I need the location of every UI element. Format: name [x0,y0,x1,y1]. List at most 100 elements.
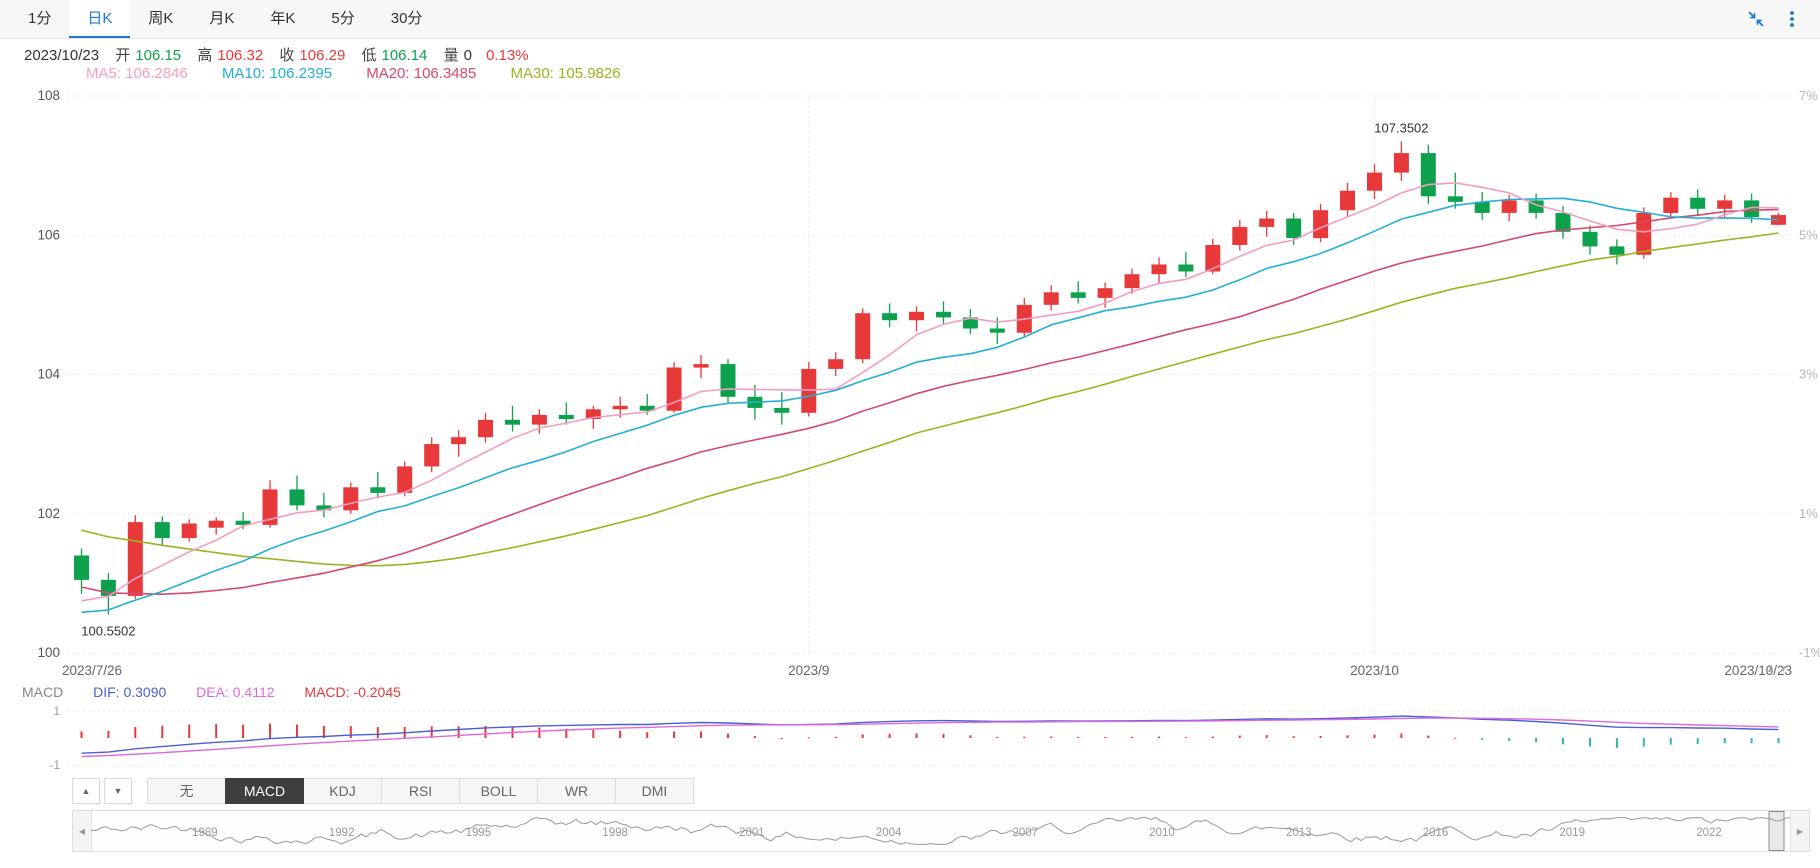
percent-axis-label: 1% [1799,506,1818,521]
candle [936,301,951,325]
tab-30min[interactable]: 30分 [390,10,423,27]
date-axis-label: 2023/9 [788,663,829,678]
candle [1420,144,1436,204]
macd-readout: MACD: -0.2045 [304,684,401,700]
nav-year-label: 1989 [192,827,218,839]
candle [882,303,898,328]
candle [1313,203,1329,243]
candle [1447,172,1463,209]
macd-axis-label: -1 [49,758,60,772]
nav-year-label: 2022 [1696,827,1722,839]
indicator-panel-down-button[interactable]: ▼ [104,778,132,804]
nav-scroll-left-button[interactable]: ◀ [73,811,92,851]
percent-axis-label: -1% [1799,645,1820,660]
nav-scroll-right-button[interactable]: ▶ [1790,811,1809,851]
volume-label: 量 [443,47,459,64]
close-label: 收 [279,47,295,64]
indicator-panel-up-button[interactable]: ▲ [72,778,100,804]
indicator-tab-boll[interactable]: BOLL [459,778,538,804]
candle [720,359,736,404]
panel-resize-controls: ▴ ▾ [1764,662,1786,675]
indicator-tab-rsi[interactable]: RSI [381,778,460,804]
candle [1474,192,1490,220]
indicator-tab-macd[interactable]: MACD [225,778,304,804]
price-annotation: 100.5502 [81,624,135,639]
dea-line [81,717,1779,758]
ma5-readout: MA5: 106.2846 [86,65,188,82]
tab-1min[interactable]: 1分 [28,10,52,27]
nav-year-label: 2019 [1559,827,1585,839]
tab-5min[interactable]: 5分 [331,10,355,27]
date-axis-label: 2023/7/26 [62,663,122,678]
nav-year-label: 1995 [466,827,492,839]
nav-year-label: 2016 [1423,827,1449,839]
indicator-tab-kdj[interactable]: KDJ [303,778,382,804]
candle [693,355,709,378]
date-axis-label: 2023/10 [1350,663,1399,678]
quote-date: 2023/10/23 [24,47,100,64]
candle [181,519,197,542]
macd-header: MACD DIF: 0.3090 DEA: 0.4112 MACD: -0.20… [22,684,427,700]
candle [1367,164,1382,199]
tab-daily-k[interactable]: 日K [69,0,131,38]
candle [1070,281,1086,304]
dif-line [81,715,1779,754]
panel-resize-down-icon[interactable]: ▾ [1780,663,1786,675]
ma5-line [81,182,1779,602]
dea-readout: DEA: 0.4112 [196,684,275,700]
candle [316,492,332,518]
nav-year-label: 1992 [329,827,355,839]
candle [74,548,89,594]
close-value: 106.29 [299,47,346,64]
price-chart-canvas[interactable]: 108 7% 106 5% 104 3% 102 1% 100 -1% 107.3502 100.55… [0,86,1820,686]
high-label: 高 [197,47,213,64]
candle [828,352,844,376]
tab-yearly-k[interactable]: 年K [270,10,296,27]
candle [1690,189,1706,216]
candle [666,362,682,413]
timeline-navigator[interactable]: ◀ 1989 1992 1995 1998 2001 2004 2007 2010 2013 20… [72,810,1810,852]
nav-year-label: 2010 [1149,827,1175,839]
ma20-line [81,208,1779,596]
indicator-tab-none[interactable]: 无 [147,778,226,804]
candle [774,391,790,425]
candle [1609,239,1625,265]
open-label: 开 [115,47,131,64]
indicator-tab-wr[interactable]: WR [537,778,616,804]
more-menu-icon[interactable] [1782,9,1802,29]
nav-year-label: 2004 [876,827,902,839]
ma10-readout: MA10: 106.2395 [221,65,333,82]
nav-selection-window[interactable] [1768,811,1785,851]
candle [909,306,924,332]
candle [505,405,520,432]
ma30-readout: MA30: 105.9826 [510,65,621,82]
ma30-line [81,232,1779,567]
price-axis-label: 104 [37,367,60,382]
price-axis-label: 108 [37,88,60,103]
macd-histogram [80,723,1780,748]
nav-year-label: 2001 [739,827,765,839]
tab-monthly-k[interactable]: 月K [209,10,235,27]
date-axis-label: 2023/10/23 [1724,663,1792,678]
indicator-tab-dmi[interactable]: DMI [615,778,694,804]
candle [154,516,170,546]
candle [1717,194,1733,218]
nav-year-label: 1998 [602,827,628,839]
indicator-bar: ▲ ▼ 无 MACD KDJ RSI BOLL WR DMI [72,778,694,804]
fit-screen-icon[interactable] [1746,9,1766,29]
tab-weekly-k[interactable]: 周K [148,10,174,27]
candle [397,461,413,497]
candle [855,308,871,364]
price-axis-label: 102 [37,506,60,521]
ma20-readout: MA20: 106.3485 [366,65,477,82]
candle [370,472,386,499]
candle [531,409,547,434]
navigator-minichart[interactable]: 1989 1992 1995 1998 2001 2004 2007 2010 2013 2016… [91,811,1791,851]
macd-chart-canvas[interactable]: 1 -1 [0,702,1820,774]
percent-axis-label: 5% [1799,227,1818,242]
candle [1340,183,1355,216]
low-label: 低 [361,47,377,64]
candle [1663,192,1679,219]
panel-resize-up-icon[interactable]: ▴ [1767,663,1774,675]
